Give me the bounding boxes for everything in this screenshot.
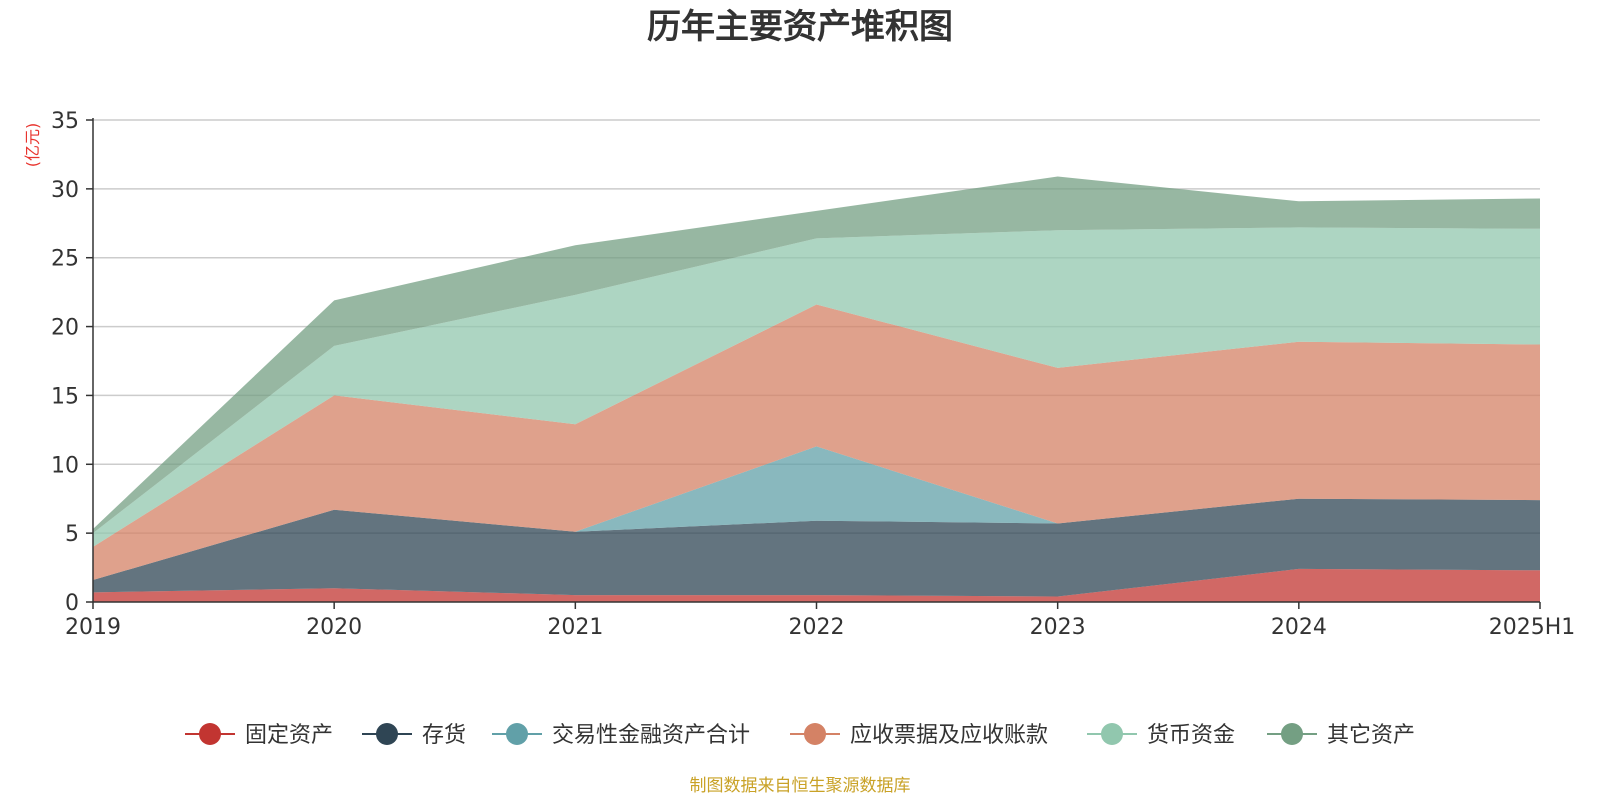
legend-marker (199, 723, 221, 745)
y-tick-label: 20 (51, 316, 79, 341)
legend-marker (804, 723, 826, 745)
legend-item-3[interactable]: 应收票据及应收账款 (790, 723, 1048, 748)
area-series-1 (93, 498, 1540, 597)
x-tick-label: 2022 (789, 615, 845, 640)
legend-item-0[interactable]: 固定资产 (185, 723, 333, 748)
y-tick-label: 35 (51, 109, 79, 134)
y-tick-label: 25 (51, 247, 79, 272)
area-series (93, 176, 1540, 602)
legend-item-1[interactable]: 存货 (362, 723, 466, 748)
y-tick-label: 10 (51, 453, 79, 478)
y-tick-label: 0 (65, 591, 79, 616)
legend-label: 固定资产 (245, 723, 333, 748)
legend-item-5[interactable]: 其它资产 (1267, 723, 1415, 748)
legend-label: 交易性金融资产合计 (552, 723, 750, 748)
chart-title: 历年主要资产堆积图 (647, 7, 953, 47)
x-tick-label: 2023 (1030, 615, 1086, 640)
area-series-0 (93, 568, 1540, 602)
area-series-5 (93, 176, 1540, 534)
x-tick-label: 2025H1 (1489, 615, 1576, 640)
legend-label: 货币资金 (1147, 723, 1235, 748)
legend-marker (1281, 723, 1303, 745)
legend-label: 应收票据及应收账款 (850, 723, 1048, 748)
area-series-2 (93, 446, 1540, 580)
x-tick-label: 2019 (65, 615, 121, 640)
source-footer: 制图数据来自恒生聚源数据库 (690, 776, 911, 796)
x-tick-label: 2024 (1271, 615, 1327, 640)
legend-marker (506, 723, 528, 745)
legend-label: 其它资产 (1327, 723, 1415, 748)
x-tick-label: 2020 (306, 615, 362, 640)
y-tick-label: 15 (51, 384, 79, 409)
area-series-4 (93, 227, 1540, 547)
legend-marker (1101, 723, 1123, 745)
y-axis-unit: (亿元) (23, 123, 42, 168)
axes: 0 5 10 15 20 25 30 35 2019 2020 2021 2022 2023 2024 20… (51, 109, 1575, 640)
legend-label: 存货 (422, 723, 466, 748)
legend[interactable]: 固定资产 存货 交易性金融资产合计 应收票据及应收账款 货币资金 其它资产 (185, 723, 1415, 748)
y-tick-label: 5 (65, 522, 79, 547)
legend-marker (376, 723, 398, 745)
y-tick-label: 30 (51, 178, 79, 203)
x-tick-label: 2021 (547, 615, 603, 640)
area-series-3 (93, 304, 1540, 580)
legend-item-4[interactable]: 货币资金 (1087, 723, 1235, 748)
legend-item-2[interactable]: 交易性金融资产合计 (492, 723, 750, 748)
